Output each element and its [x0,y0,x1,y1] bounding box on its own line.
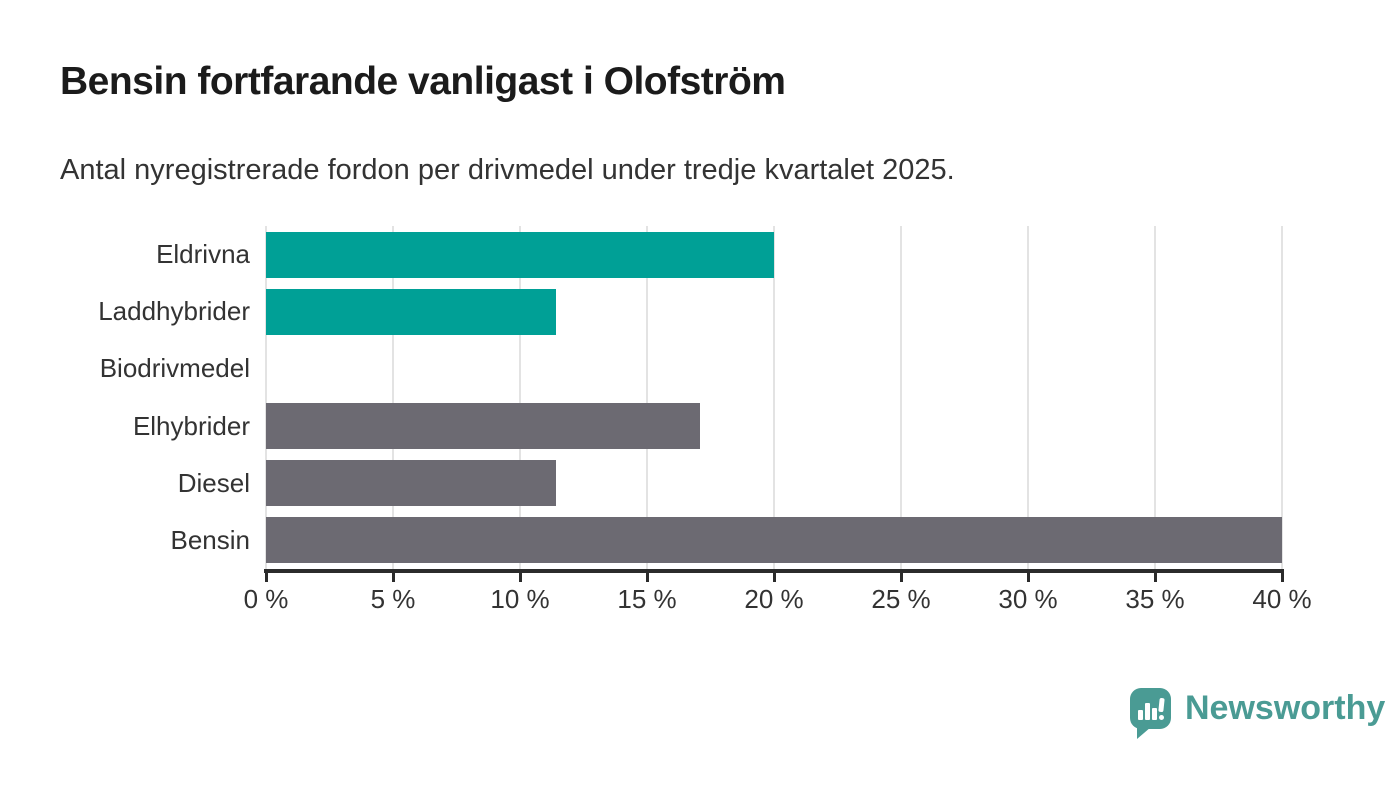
x-axis-tick-label: 30 % [998,584,1058,614]
x-axis-tick [1153,573,1157,582]
speech-bubble-tail [1137,727,1151,739]
chart-title: Bensin fortfarande vanligast i Olofström [60,60,786,103]
x-axis-tick-label: 35 % [1125,584,1185,614]
logo-bar-icon [1152,708,1157,720]
x-axis-tick-label: 5 % [370,584,416,614]
chart-subtitle: Antal nyregistrerade fordon per drivmede… [60,154,955,186]
x-axis-tick-label: 15 % [617,584,677,614]
x-axis-line [264,569,1284,573]
y-axis-label-elhybrider: Elhybrider [132,410,250,441]
plot-area: 0 % 5 % 10 % 15 % 20 % 25 % 30 % 35 % 40 % [244,226,1312,614]
bar-elhybrider [266,403,701,450]
y-axis-label-eldrivna: Eldrivna [156,239,250,270]
gridline [900,226,902,569]
logo-bar-icon [1145,703,1150,720]
newsworthy-speech-bubble-chart-icon [1130,688,1171,739]
x-axis-tick [772,573,776,582]
x-axis-tick [645,573,649,582]
x-axis-tick [391,573,395,582]
y-axis-label-bensin: Bensin [170,524,251,555]
x-axis-tick-label: 20 % [744,584,804,614]
x-axis-tick [264,573,268,582]
y-axis-label-biodrivmedel: Biodrivmedel [99,353,250,384]
gridline [646,226,648,569]
logo-bar-icon [1138,710,1143,720]
x-axis-tick-label: 10 % [490,584,550,614]
gridline [1281,226,1283,569]
x-axis-tick [899,573,903,582]
newsworthy-logo: Newsworthy [1130,688,1386,739]
bar-diesel [266,460,556,507]
bar-bensin [266,517,1282,564]
x-axis-tick [1280,573,1284,582]
logo-exclamation-icon [1158,697,1165,713]
x-axis-tick-label: 25 % [871,584,931,614]
logo-exclamation-dot-icon [1159,715,1164,720]
bar-laddhybrider [266,288,556,335]
x-axis-tick [518,573,522,582]
x-axis-tick-label: 0 % [243,584,289,614]
gridline [1027,226,1029,569]
gridline [265,226,267,569]
gridline [1154,226,1156,569]
gridline [392,226,394,569]
gridline [519,226,521,569]
y-axis-label-laddhybrider: Laddhybrider [98,296,250,327]
x-axis-tick-label: 40 % [1252,584,1312,614]
newsworthy-logo-text: Newsworthy [1185,689,1386,727]
bar-eldrivna [266,231,774,278]
x-axis-tick [1026,573,1030,582]
y-axis-label-diesel: Diesel [177,467,250,498]
gridline [773,226,775,569]
